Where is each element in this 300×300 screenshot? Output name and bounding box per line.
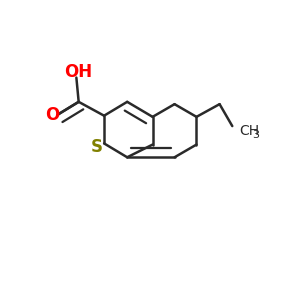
Text: OH: OH: [64, 63, 93, 81]
Text: O: O: [45, 106, 59, 124]
Text: 3: 3: [252, 130, 259, 140]
Text: CH: CH: [239, 124, 259, 138]
Text: S: S: [91, 138, 103, 156]
